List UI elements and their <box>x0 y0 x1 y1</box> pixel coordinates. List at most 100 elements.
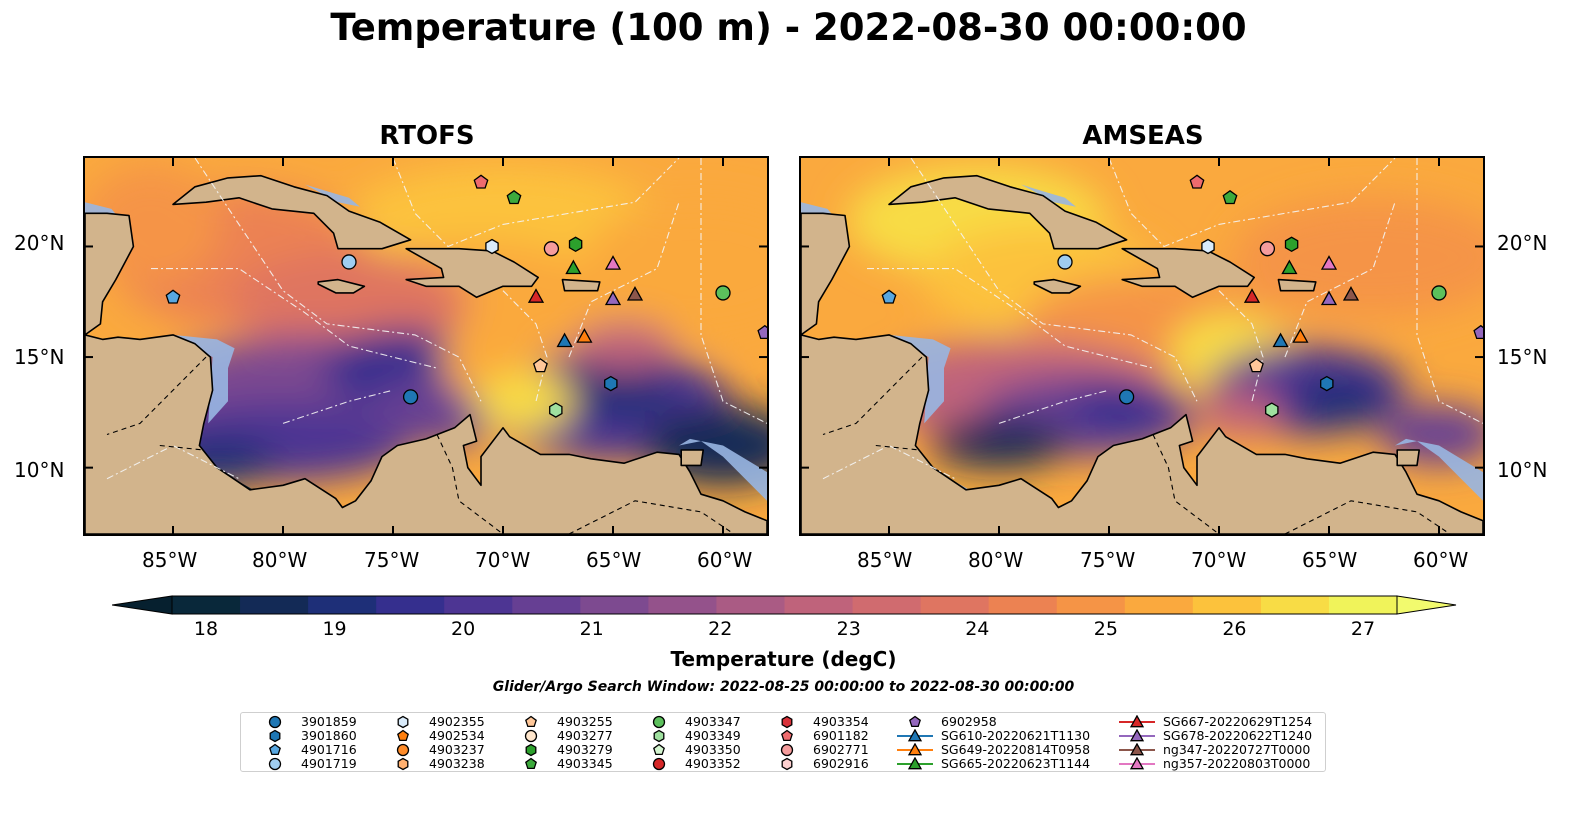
legend-label: 4903350 <box>685 742 741 757</box>
eez-boundary <box>151 268 438 369</box>
legend-label: 4903354 <box>813 714 869 729</box>
landmass <box>85 334 767 534</box>
map-panel-rtofs[interactable] <box>83 156 769 536</box>
legend-label: SG678-20220622T1240 <box>1163 728 1313 743</box>
legend-marker <box>1129 729 1145 742</box>
search-window-text: Glider/Argo Search Window: 2022-08-25 00… <box>492 679 1075 695</box>
obs-marker-SG649-20220814T0958 <box>1292 328 1309 343</box>
obs-marker-ng347-20220727T0000 <box>1342 286 1360 301</box>
legend-label: 3901860 <box>301 728 357 743</box>
colorbar-tick-label: 18 <box>193 618 219 640</box>
colorbar-segment <box>240 596 309 614</box>
landmass <box>1121 247 1256 299</box>
temperature-patch <box>1290 376 1390 427</box>
temperature-patch <box>475 371 575 432</box>
x-tick-label: 65°W <box>1302 548 1358 572</box>
landmass <box>680 449 705 467</box>
legend-label: 4903277 <box>557 728 613 743</box>
country-border <box>436 434 504 534</box>
country-border <box>822 356 923 436</box>
colorbar-frame <box>171 595 1398 615</box>
temperature-patch <box>1070 382 1170 433</box>
legend-marker <box>907 757 923 770</box>
colorbar-segment <box>1056 596 1126 614</box>
colorbar-segment <box>444 596 513 614</box>
x-tick-label: 75°W <box>1080 548 1136 572</box>
shelf-area <box>173 334 235 424</box>
landmass <box>85 212 135 336</box>
obs-marker-ng357-20220803T0000 <box>1320 255 1338 270</box>
y-tick-label: 20°N <box>14 231 65 255</box>
map-panel-amseas[interactable] <box>799 156 1485 536</box>
colorbar-max-extend <box>1396 595 1457 615</box>
colorbar-segment <box>648 596 717 614</box>
legend-label: 4903349 <box>685 728 741 743</box>
obs-marker-6902771 <box>543 241 560 257</box>
landmass <box>172 174 412 250</box>
country-border <box>1284 500 1451 534</box>
legend-label: 6902916 <box>813 756 869 771</box>
shelf-area <box>889 334 951 424</box>
x-tick-label: 70°W <box>475 548 531 572</box>
landmass <box>1277 278 1317 292</box>
eez-boundary <box>392 158 680 248</box>
landmass <box>405 247 540 299</box>
eez-boundary <box>1416 158 1483 424</box>
legend-marker <box>397 715 409 729</box>
legend-marker <box>653 729 665 743</box>
country-border <box>568 500 735 534</box>
colorbar-segment <box>376 596 445 614</box>
obs-marker-4901719 <box>341 254 357 270</box>
x-tick-label: 85°W <box>142 548 198 572</box>
colorbar-tick-label: 21 <box>579 618 604 640</box>
legend-label: SG649-20220814T0958 <box>941 742 1091 757</box>
obs-marker-SG667-20220629T1254 <box>527 288 545 303</box>
obs-marker-3901859 <box>402 389 419 405</box>
landmass <box>1033 278 1082 294</box>
country-border <box>159 444 204 451</box>
x-tick-label: 80°W <box>252 548 308 572</box>
x-tick-label: 75°W <box>364 548 420 572</box>
obs-marker-3901859 <box>1118 389 1135 405</box>
shelf-area <box>1021 184 1076 207</box>
legend-label: 3901859 <box>301 714 357 729</box>
landmass <box>888 174 1128 250</box>
eez-boundary <box>822 444 956 480</box>
colorbar <box>112 595 1457 615</box>
landmass <box>1396 449 1421 467</box>
eez-boundary <box>910 158 1198 402</box>
obs-marker-4903279 <box>1284 236 1299 253</box>
eez-boundary <box>502 290 548 402</box>
legend-marker <box>781 729 793 742</box>
legend-label: 4903255 <box>557 714 613 729</box>
panel-title-amseas: AMSEAS <box>1082 121 1204 151</box>
legend-label: 6902771 <box>813 742 869 757</box>
obs-marker-4903345 <box>506 190 522 205</box>
obs-marker-4903255 <box>1248 358 1264 373</box>
obs-marker-6901182 <box>473 174 489 189</box>
legend-label: 4903279 <box>557 742 613 757</box>
legend-label: SG610-20220621T1130 <box>941 728 1091 743</box>
obs-marker-4902355 <box>1201 238 1215 255</box>
legend-label: 6901182 <box>813 728 869 743</box>
colorbar-segment <box>308 596 377 614</box>
eez-boundary <box>568 202 680 358</box>
legend-label: 4901719 <box>301 756 357 771</box>
legend-label: 4902534 <box>429 728 485 743</box>
legend-label: ng357-20220803T0000 <box>1163 756 1311 771</box>
legend-marker <box>396 743 410 757</box>
y-tick-label: 10°N <box>1497 458 1548 482</box>
temperature-patch <box>553 360 673 421</box>
obs-marker-SG649-20220814T0958 <box>576 328 593 343</box>
obs-marker-3901860 <box>1320 375 1334 392</box>
legend-marker <box>652 715 666 729</box>
legend-marker <box>268 715 282 729</box>
colorbar-tick-label: 20 <box>451 618 476 640</box>
obs-marker-4902355 <box>485 238 499 255</box>
eez-boundary <box>1284 202 1396 358</box>
obs-marker-4901716 <box>881 289 897 304</box>
obs-marker-3901860 <box>604 375 618 392</box>
colorbar-segment <box>512 596 581 614</box>
legend-label: 4903345 <box>557 756 613 771</box>
colorbar-segment <box>1328 596 1398 614</box>
